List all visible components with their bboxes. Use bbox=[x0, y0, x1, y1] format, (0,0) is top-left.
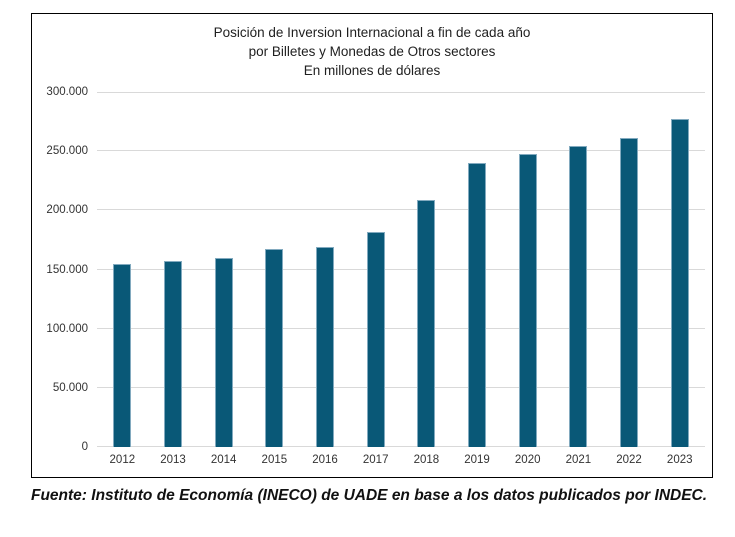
gridline-50.000 bbox=[97, 386, 705, 388]
bar-2018 bbox=[417, 200, 436, 447]
x-tick-label-2021: 2021 bbox=[565, 454, 592, 466]
x-tick-label-2016: 2016 bbox=[312, 454, 338, 466]
gridline-200.000 bbox=[97, 209, 705, 211]
bar-slot-2020 bbox=[502, 92, 553, 447]
bar-slot-2023 bbox=[654, 92, 705, 447]
bar-2012 bbox=[113, 264, 132, 447]
bar-2021 bbox=[569, 146, 588, 447]
gridlines bbox=[97, 92, 705, 447]
y-axis: 0 50.000 100.000 150.000 200.000 250.000 300.0… bbox=[32, 86, 88, 453]
x-tick-label-2023: 2023 bbox=[666, 454, 693, 466]
y-tick-label-100.000: 100.000 bbox=[46, 322, 88, 335]
bar-2023 bbox=[670, 118, 689, 447]
gridline-100.000 bbox=[97, 327, 705, 329]
bar-2013 bbox=[164, 260, 182, 447]
x-tick-label-2018: 2018 bbox=[413, 454, 440, 466]
x-tick-label-2015: 2015 bbox=[261, 454, 288, 466]
bar-slot-2015 bbox=[249, 92, 300, 447]
chart-frame: Posición de Inversion Internacional a fi… bbox=[31, 13, 713, 478]
bar-2020 bbox=[518, 153, 537, 447]
plot-area bbox=[97, 92, 705, 447]
gridline-250.000 bbox=[97, 150, 705, 152]
chart-title-line1: Posición de Inversion Internacional a fi… bbox=[213, 25, 531, 40]
bar-slot-2014 bbox=[198, 92, 249, 447]
x-tick-label-2020: 2020 bbox=[514, 454, 541, 466]
bar-slot-2019 bbox=[452, 92, 503, 447]
bar-slot-2021 bbox=[553, 92, 604, 447]
bar-2015 bbox=[265, 248, 284, 447]
y-tick-label-200.000: 200.000 bbox=[46, 204, 88, 217]
bar-2014 bbox=[214, 258, 233, 447]
x-tick-label-2017: 2017 bbox=[362, 454, 389, 466]
x-tick-label-2019: 2019 bbox=[464, 454, 490, 466]
bar-slot-2022 bbox=[604, 92, 655, 447]
x-tick-label-2014: 2014 bbox=[210, 454, 237, 466]
bar-series bbox=[97, 92, 705, 447]
gridline-300.000 bbox=[97, 92, 705, 93]
x-tick-label-2012: 2012 bbox=[109, 454, 136, 466]
bar-2016 bbox=[316, 247, 335, 447]
gridline-150.000 bbox=[97, 268, 705, 270]
bar-slot-2012 bbox=[97, 92, 148, 447]
bar-slot-2018 bbox=[401, 92, 452, 447]
y-tick-label-150.000: 150.000 bbox=[46, 263, 88, 276]
chart-title-line2: por Billetes y Monedas de Otros sectores bbox=[248, 44, 496, 59]
bar-slot-2017 bbox=[350, 92, 401, 447]
x-tick-label-2022: 2022 bbox=[616, 454, 642, 466]
source-note: Fuente: Instituto de Economía (INECO) de… bbox=[31, 487, 708, 504]
bar-slot-2016 bbox=[300, 92, 351, 447]
bar-2019 bbox=[468, 163, 487, 447]
bar-2017 bbox=[366, 231, 385, 447]
chart-title: Posición de Inversion Internacional a fi… bbox=[32, 23, 712, 80]
gridline-0 bbox=[97, 446, 705, 447]
x-tick-label-2013: 2013 bbox=[160, 454, 186, 466]
bar-2022 bbox=[620, 137, 639, 447]
y-tick-label-50.000: 50.000 bbox=[52, 381, 88, 394]
y-tick-label-300.000: 300.000 bbox=[46, 86, 88, 98]
y-tick-label-0: 0 bbox=[81, 441, 88, 453]
bar-slot-2013 bbox=[148, 92, 199, 447]
x-axis: 2012 2013 2014 2015 2016 2017 2018 2019 2020 2021… bbox=[97, 454, 705, 470]
y-tick-label-250.000: 250.000 bbox=[46, 145, 88, 158]
chart-title-line3: En millones de dólares bbox=[303, 63, 441, 78]
